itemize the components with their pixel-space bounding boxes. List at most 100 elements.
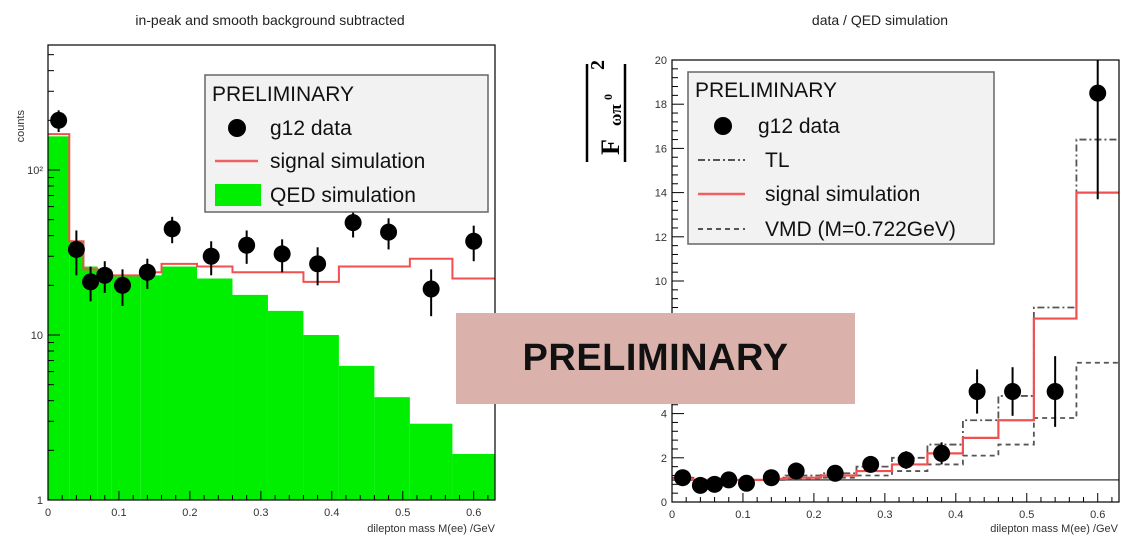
right-x-axis-label: dilepton mass M(ee) /GeV — [990, 523, 1118, 535]
left-qed-bar — [48, 136, 70, 501]
left-chart-title: in-peak and smooth background subtracted — [135, 12, 404, 28]
left-x-tick-label: 0.5 — [395, 507, 410, 519]
left-legend-qed-swatch — [215, 184, 261, 206]
right-y-axis-label: F ωπ 0 2 — [585, 60, 627, 162]
right-legend-g12-data: g12 data — [758, 115, 840, 138]
left-qed-bar — [69, 241, 84, 501]
left-legend-g12-data: g12 data — [270, 117, 352, 140]
right-x-tick-label: 0 — [669, 509, 675, 521]
left-y-tick-label: 10² — [27, 165, 43, 177]
right-data-point — [1046, 383, 1064, 400]
left-data-point — [202, 247, 220, 265]
right-y-tick-label: 18 — [655, 99, 667, 111]
right-y-tick-label: 16 — [655, 143, 667, 155]
right-y-label-sup: 0 — [601, 94, 615, 100]
right-y-label-sub: ωπ — [606, 104, 625, 126]
left-legend-signal-simulation: signal simulation — [270, 150, 425, 173]
right-data-point — [1004, 383, 1022, 400]
left-data-point — [273, 245, 291, 263]
left-qed-bar — [83, 266, 98, 500]
right-data-point — [691, 476, 709, 494]
left-data-point — [163, 220, 181, 238]
left-qed-bar — [267, 310, 304, 500]
right-y-label-exp: 2 — [587, 60, 609, 70]
left-data-point — [309, 255, 327, 273]
left-data-point — [465, 232, 483, 250]
left-qed-bar — [409, 423, 453, 500]
left-x-axis-label: dilepton mass M(ee) /GeV — [367, 523, 495, 535]
left-x-tick-label: 0.2 — [182, 507, 197, 519]
left-data-point — [238, 236, 256, 254]
right-x-tick-label: 0.2 — [806, 509, 821, 521]
left-qed-bar — [140, 275, 162, 500]
left-qed-bar — [374, 397, 410, 500]
right-data-point — [968, 383, 986, 400]
left-data-point — [138, 263, 156, 281]
right-data-point — [1089, 84, 1107, 102]
right-x-tick-label: 0.1 — [735, 509, 750, 521]
right-y-tick-label: 20 — [655, 55, 667, 67]
right-data-point — [897, 451, 915, 469]
right-chart-title: data / QED simulation — [812, 12, 948, 28]
preliminary-stamp: PRELIMINARY — [456, 313, 855, 404]
right-data-point — [738, 474, 755, 492]
left-x-tick-label: 0.3 — [253, 507, 268, 519]
right-y-label-f: F — [596, 139, 625, 155]
left-data-point — [344, 214, 362, 232]
left-x-tick-label: 0.6 — [466, 507, 481, 519]
left-y-tick-label: 1 — [37, 495, 43, 507]
left-data-point — [380, 223, 398, 241]
right-y-tick-label: 14 — [655, 188, 667, 200]
left-qed-bar — [232, 294, 268, 500]
right-x-tick-label: 0.5 — [1019, 509, 1034, 521]
left-legend-data-marker — [228, 119, 246, 137]
left-data-point — [67, 240, 85, 258]
right-legend-box — [687, 71, 995, 245]
left-qed-bar — [338, 365, 375, 500]
left-chart: in-peak and smooth background subtracted… — [15, 12, 496, 535]
right-x-tick-label: 0.6 — [1090, 509, 1105, 521]
right-y-tick-label: 12 — [655, 232, 667, 244]
right-legend-signal-simulation: signal simulation — [765, 183, 920, 206]
left-data-point — [50, 111, 68, 129]
left-qed-bar — [161, 266, 197, 500]
left-qed-bar — [303, 335, 339, 500]
right-legend-tl: TL — [765, 149, 790, 172]
left-qed-bar — [111, 275, 141, 500]
right-x-tick-label: 0.3 — [877, 509, 892, 521]
right-legend-data-marker — [714, 117, 732, 135]
left-qed-bar — [197, 278, 233, 500]
left-x-tick-label: 0 — [45, 507, 51, 519]
left-y-tick-label: 10 — [31, 330, 43, 342]
right-data-point — [674, 469, 692, 487]
right-y-tick-label: 10 — [655, 276, 667, 288]
left-x-tick-label: 0.4 — [324, 507, 339, 519]
left-data-point — [114, 276, 131, 294]
right-x-tick-label: 0.4 — [948, 509, 963, 521]
left-data-point — [422, 280, 440, 298]
right-legend-vmd: VMD (M=0.722GeV) — [765, 218, 956, 241]
right-data-point — [762, 469, 780, 487]
preliminary-stamp-label: PRELIMINARY — [522, 337, 789, 379]
right-y-tick-label: 0 — [661, 497, 667, 509]
right-chart: data / QED simulation F ωπ 0 2 dilepton … — [585, 12, 1120, 535]
left-legend-header: PRELIMINARY — [212, 83, 354, 106]
left-legend: PRELIMINARY g12 data signal simulation Q… — [204, 74, 489, 213]
right-y-tick-label: 4 — [661, 409, 667, 421]
left-y-axis-label: counts — [15, 110, 27, 143]
left-plot-frame — [47, 44, 496, 501]
right-data-point — [787, 462, 805, 480]
right-legend: PRELIMINARY g12 data TL signal simulatio… — [687, 71, 995, 245]
left-qed-bar — [97, 269, 112, 500]
right-data-point — [826, 464, 844, 482]
left-data-point — [82, 273, 100, 291]
right-data-point — [862, 455, 880, 473]
left-legend-qed-simulation: QED simulation — [270, 184, 416, 207]
right-legend-header: PRELIMINARY — [695, 79, 837, 102]
right-data-point — [933, 444, 951, 462]
right-y-tick-label: 2 — [661, 453, 667, 465]
left-data-point — [96, 266, 114, 284]
right-data-point — [720, 471, 738, 489]
right-data-point — [706, 475, 724, 493]
